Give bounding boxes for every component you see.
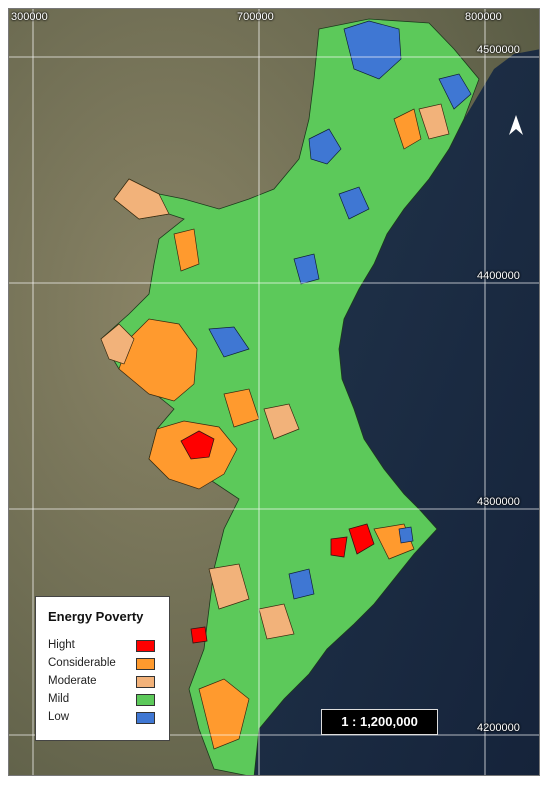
region-patch-moderate-west <box>100 323 135 365</box>
grid-x-label-2: 700000 <box>237 11 274 23</box>
legend-title: Energy Poverty <box>48 609 144 624</box>
region-patch-considerable-n1 <box>173 228 200 272</box>
region-patch-low-mid <box>208 326 250 358</box>
region-patch-hight-se <box>348 523 375 555</box>
grid-y-label-1: 4500000 <box>477 44 520 56</box>
legend-item-considerable: Considerable <box>48 657 168 673</box>
grid-x-label-3: 800000 <box>465 11 502 23</box>
legend-swatch-hight <box>136 640 155 652</box>
region-patch-considerable-ne <box>393 108 422 150</box>
grid-y-label-3: 4300000 <box>477 496 520 508</box>
region-patch-hight-center <box>180 430 215 460</box>
region-patch-low-n2 <box>308 128 342 165</box>
grid-y-label-4: 4200000 <box>477 722 520 734</box>
legend-label: Mild <box>48 693 70 705</box>
legend-swatch-low <box>136 712 155 724</box>
grid-y-label-2: 4400000 <box>477 270 520 282</box>
region-patch-moderate-mid <box>263 403 300 440</box>
region-patch-hight-se2 <box>330 536 348 558</box>
map-frame: 300000 700000 800000 4500000 4400000 430… <box>8 8 540 776</box>
legend-item-mild: Mild <box>48 693 168 709</box>
region-patch-hight-s <box>190 626 208 644</box>
legend-label: Low <box>48 711 70 723</box>
region-patch-considerable-west <box>118 318 198 402</box>
north-arrow-icon <box>509 115 523 135</box>
sea-area <box>254 49 539 775</box>
legend-swatch-mild <box>136 694 155 706</box>
legend-label: Moderate <box>48 675 97 687</box>
region-patch-moderate-s <box>208 563 250 610</box>
legend-label: Hight <box>48 639 75 651</box>
legend-label: Considerable <box>48 657 116 669</box>
region-patch-low-n1 <box>343 20 402 80</box>
region-patch-low-s <box>288 568 315 600</box>
region-patch-moderate-s2 <box>258 603 295 640</box>
region-patch-low-mid2 <box>338 186 370 220</box>
scale-label: 1 : 1,200,000 <box>321 709 438 735</box>
region-patch-low-mid3 <box>293 253 320 285</box>
region-patch-moderate-ne <box>418 103 450 140</box>
region-patch-low-n3 <box>438 73 472 110</box>
legend-item-low: Low <box>48 711 168 727</box>
legend-swatch-considerable <box>136 658 155 670</box>
satellite-map <box>9 9 539 775</box>
region-patch-considerable-s <box>198 678 250 750</box>
legend-item-hight: Hight <box>48 639 168 655</box>
region-patch-moderate-nw <box>113 178 170 220</box>
legend-swatch-moderate <box>136 676 155 688</box>
legend-item-moderate: Moderate <box>48 675 168 691</box>
legend: Energy Poverty Hight Considerable Modera… <box>35 596 170 741</box>
grid-x-label-1: 300000 <box>11 11 48 23</box>
region-patch-low-se <box>398 526 414 544</box>
